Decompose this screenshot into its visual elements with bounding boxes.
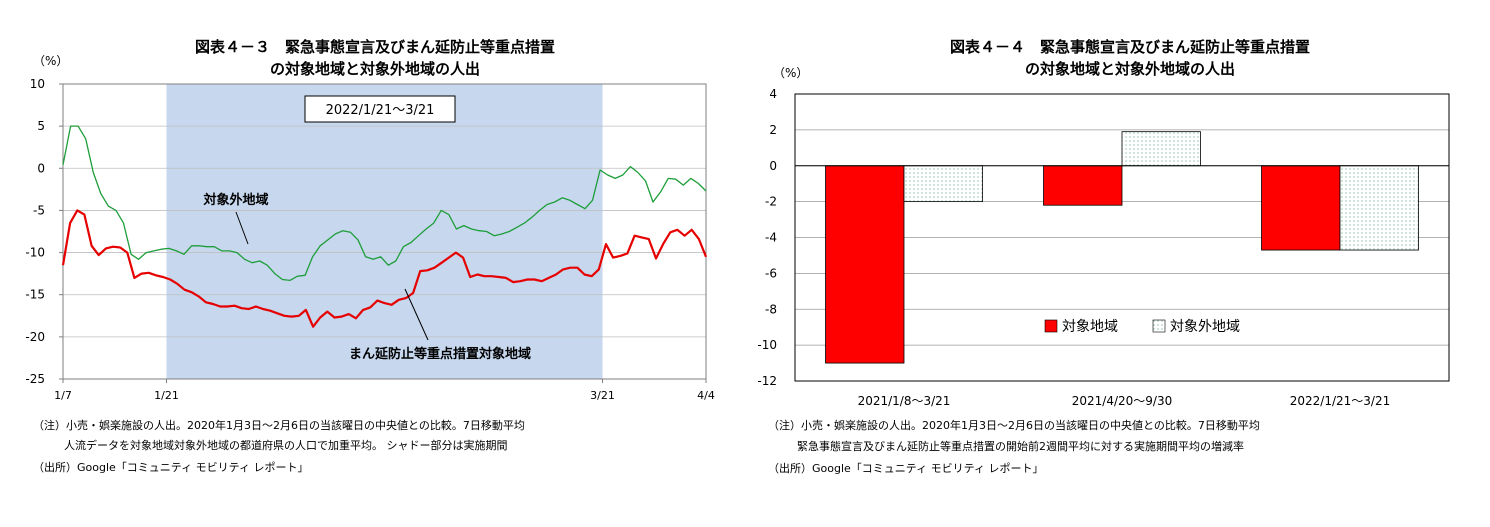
bar-outside: [1121, 131, 1201, 167]
bar-chart-panel: 図表４－４ 緊急事態宣言及びまん延防止等重点措置 の対象地域と対象外地域の人出 …: [745, 0, 1490, 527]
line-chart-gridlines: [63, 125, 706, 338]
bar-x-tick-label: 2022/1/21～3/21: [1290, 394, 1390, 408]
line-chart-note1: （注）小売・娯楽施設の人出。2020年1月3日～2月6日の当該曜日の中央値との比…: [33, 419, 525, 432]
bar-target: [1261, 165, 1341, 251]
line-y-tick-label: -25: [25, 372, 45, 386]
bar-outside: [1339, 165, 1419, 251]
line-plot-frame: [62, 83, 707, 380]
line-y-tick-label: -5: [33, 203, 45, 217]
line-chart-y-axis: 10 5 0 -5 -10 -15 -20 -25: [25, 77, 63, 386]
period-box-label: 2022/1/21～3/21: [326, 103, 435, 118]
bar-y-tick-label: -8: [765, 302, 777, 316]
line-y-tick-label: 10: [30, 77, 45, 91]
line-y-tick-label: 0: [37, 161, 45, 175]
bar-plot-frame: [794, 93, 1450, 382]
line-chart-title-line1: 図表４－３ 緊急事態宣言及びまん延防止等重点措置: [194, 38, 555, 56]
series-line-outside: [62, 125, 707, 282]
bar-outside: [903, 165, 983, 203]
bar-chart-y-axis: 4 2 0 -2 -4 -6 -8 -10 -12: [757, 87, 777, 388]
bar-chart-title-line2: の対象地域と対象外地域の人出: [1024, 60, 1235, 78]
line-y-tick-label: -20: [25, 330, 45, 344]
bar-y-tick-label: -6: [765, 266, 777, 280]
bar-target: [825, 165, 905, 364]
line-chart-svg: 10 5 0 -5 -10 -15 -20 -25 1/7 1/21 3/21 4/4 2022/1…: [25, 77, 715, 402]
bar-y-tick-label: -4: [765, 231, 777, 245]
series-line-target: [61, 209, 708, 328]
bar-chart-note2: 緊急事態宣言及びまん延防止等重点措置の開始前2週間平均に対する実施期間平均の増減…: [797, 440, 1244, 453]
line-chart-note2: 人流データを対象地域対象外地域の都道府県の人口で加重平均。 シャドー部分は実施期…: [64, 439, 508, 452]
bar-chart-svg: 4 2 0 -2 -4 -6 -8 -10 -12 2021/1/8～3/21 2021/4/20…: [757, 87, 1450, 408]
bar-chart-x-axis: 2021/1/8～3/21 2021/4/20～9/30 2022/1/21～3/2…: [858, 394, 1391, 408]
line-x-tick-label: 1/7: [54, 389, 72, 402]
bar-chart-title-line1: 図表４－４ 緊急事態宣言及びまん延防止等重点措置: [949, 38, 1310, 56]
line-y-tick-label: -15: [25, 288, 45, 302]
bar-chart-note1: （注）小売・娯楽施設の人出。2020年1月3日～2月6日の当該曜日の中央値との比…: [768, 419, 1260, 432]
line-x-tick-label: 4/4: [697, 389, 715, 402]
line-chart-panel: 図表４－３ 緊急事態宣言及びまん延防止等重点措置 の対象地域と対象外地域の人出 …: [25, 36, 715, 474]
bar-chart-source: （出所）Google「コミュニティ モビリティ レポート」: [768, 462, 1044, 475]
line-chart-series: [61, 125, 708, 328]
bar-target: [1043, 165, 1123, 206]
line-chart-unit: （%）: [33, 54, 69, 68]
legend-label-outside: 対象外地域: [1170, 319, 1240, 335]
bar-y-tick-label: 4: [769, 87, 777, 101]
line-x-tick-label: 3/21: [590, 389, 615, 402]
line-chart-source: （出所）Google「コミュニティ モビリティ レポート」: [33, 461, 309, 474]
outside-area-leader-line: [235, 211, 249, 245]
line-chart-x-axis: 1/7 1/21 3/21 4/4: [54, 379, 715, 402]
line-y-tick-label: 5: [37, 119, 45, 133]
line-chart-title: 図表４－３ 緊急事態宣言及びまん延防止等重点措置 の対象地域と対象外地域の人出: [70, 36, 680, 80]
bar-y-tick-label: -12: [757, 374, 777, 388]
line-x-tick-label: 1/21: [154, 389, 179, 402]
bar-x-tick-label: 2021/1/8～3/21: [858, 394, 951, 408]
legend-swatch-outside: [1152, 319, 1166, 333]
line-y-tick-label: -10: [25, 246, 45, 260]
target-area-annotation: まん延防止等重点措置対象地域: [349, 346, 531, 362]
bar-chart-title: 図表４－４ 緊急事態宣言及びまん延防止等重点措置 の対象地域と対象外地域の人出: [805, 36, 1455, 80]
bar-y-tick-label: -10: [757, 338, 777, 352]
shaded-period: [166, 84, 603, 379]
target-area-leader-line: [404, 288, 429, 341]
legend-swatch-target: [1044, 319, 1058, 333]
bar-y-tick-label: -2: [765, 195, 777, 209]
outside-area-annotation: 対象外地域: [202, 192, 268, 208]
bar-legend: 対象地域 対象外地域: [1044, 319, 1240, 335]
bar-chart-bars: [825, 131, 1419, 364]
legend-label-target: 対象地域: [1062, 319, 1118, 335]
period-box: [304, 95, 456, 123]
bar-y-tick-label: 0: [769, 159, 777, 173]
line-chart-title-line2: の対象地域と対象外地域の人出: [269, 60, 480, 78]
bar-y-tick-label: 2: [769, 123, 777, 137]
bar-x-tick-label: 2021/4/20～9/30: [1072, 394, 1172, 408]
bar-chart-unit: （%）: [773, 66, 809, 80]
